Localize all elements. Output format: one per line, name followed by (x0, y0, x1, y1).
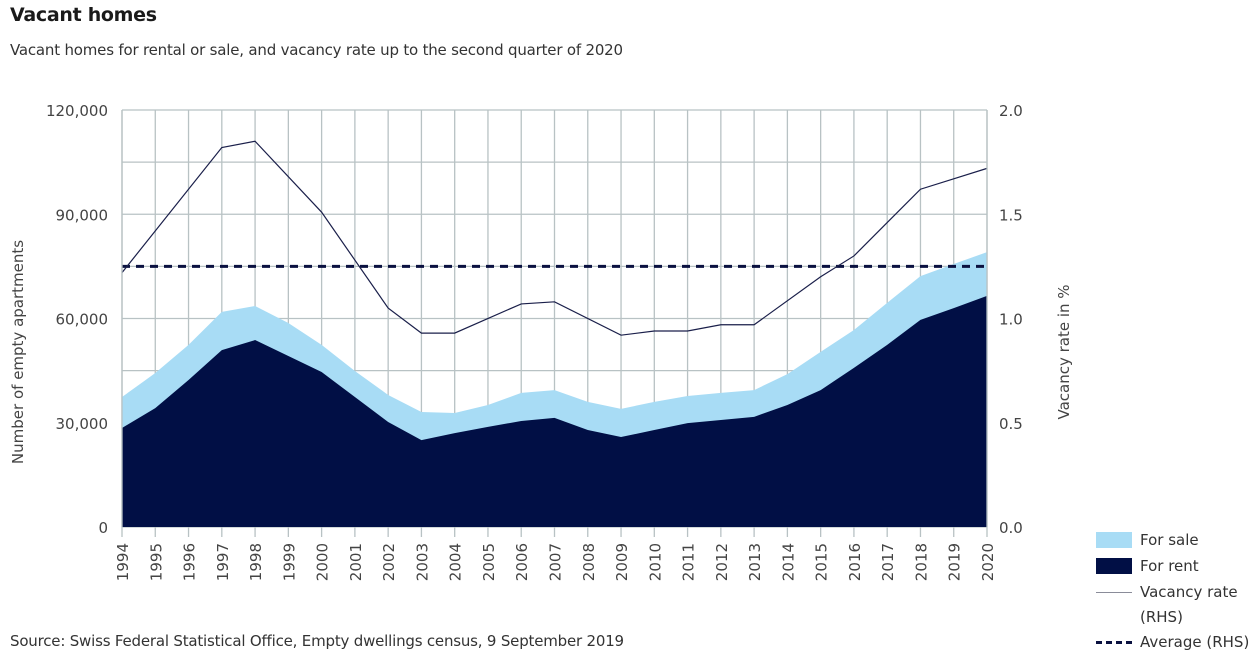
vacancy-rate-line (121, 140, 988, 336)
x-tick-label: 2004 (447, 543, 465, 581)
y-tick-label: 30,000 (56, 415, 109, 433)
for-rent-area (122, 295, 987, 527)
axes: 0 30,000 60,000 90,000 120,000 0.0 0.5 1.0 1.5 2.… (46, 102, 1023, 581)
y-tick-label: 0 (98, 519, 108, 537)
x-tick-label: 2001 (347, 543, 365, 581)
for-sale-swatch (1096, 532, 1132, 548)
x-tick-label: 2005 (480, 543, 498, 581)
x-tick-label: 1999 (280, 543, 298, 581)
x-tick-label: 2020 (979, 543, 997, 581)
for-rent-swatch (1096, 558, 1132, 574)
x-tick-label: 2008 (580, 543, 598, 581)
y-axis-title: Number of empty apartments (9, 240, 27, 464)
x-tick-label: 2007 (547, 543, 565, 581)
y2-tick-label: 1.0 (999, 311, 1023, 329)
y2-tick-label: 1.5 (999, 206, 1023, 224)
legend-label: Average (RHS) (1140, 633, 1250, 651)
y2-tick-label: 0.5 (999, 415, 1023, 433)
x-tick-label: 1995 (147, 543, 165, 581)
y-tick-label: 60,000 (56, 311, 109, 329)
areas (122, 252, 987, 527)
legend-item-vacancy-rate: Vacancy rate (1096, 579, 1249, 605)
legend-item-average: Average (RHS) (1096, 629, 1249, 655)
x-tick-label: 2010 (646, 543, 664, 581)
x-tick-label: 2017 (879, 543, 897, 581)
x-tick-label: 2003 (413, 543, 431, 581)
y2-tick-label: 2.0 (999, 102, 1023, 120)
x-tick-label: 2018 (912, 543, 930, 581)
x-tick-label: 2000 (314, 543, 332, 581)
legend-label: For rent (1140, 557, 1199, 575)
source-note: Source: Swiss Federal Statistical Office… (10, 632, 624, 650)
lines (121, 140, 988, 336)
x-tick-label: 1996 (181, 543, 199, 581)
x-tick-label: 1997 (214, 543, 232, 581)
x-tick-label: 2016 (846, 543, 864, 581)
x-tick-label: 2002 (380, 543, 398, 581)
y-tick-label: 90,000 (56, 206, 109, 224)
vacancy-rate-swatch (1096, 591, 1132, 593)
x-tick-label: 2014 (779, 543, 797, 581)
chart-title: Vacant homes (10, 4, 157, 26)
y2-tick-label: 0.0 (999, 519, 1023, 537)
legend-item-for-rent: For rent (1096, 553, 1249, 579)
legend: For sale For rent Vacancy rate (RHS) Ave… (1096, 527, 1249, 655)
legend-label-continued: (RHS) (1140, 608, 1183, 626)
y2-axis-title: Vacancy rate in % (1055, 284, 1073, 419)
x-tick-label: 2006 (513, 543, 531, 581)
average-swatch (1096, 640, 1132, 644)
x-tick-label: 2015 (813, 543, 831, 581)
x-tick-label: 2019 (946, 543, 964, 581)
legend-label: Vacancy rate (1140, 583, 1238, 601)
x-tick-label: 2013 (746, 543, 764, 581)
legend-item-for-sale: For sale (1096, 527, 1249, 553)
x-tick-label: 2012 (713, 543, 731, 581)
y-tick-label: 120,000 (46, 102, 108, 120)
legend-label: For sale (1140, 531, 1199, 549)
x-tick-label: 1994 (114, 543, 132, 581)
x-tick-label: 2009 (613, 543, 631, 581)
x-tick-label: 2011 (680, 543, 698, 581)
x-tick-label: 1998 (247, 543, 265, 581)
chart-subtitle: Vacant homes for rental or sale, and vac… (10, 41, 623, 59)
